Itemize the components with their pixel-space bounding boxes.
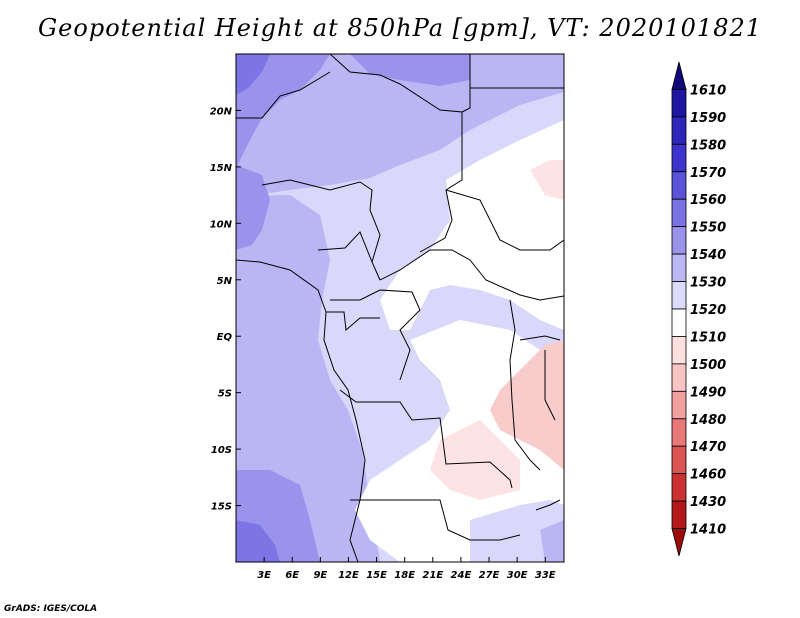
colorbar-label: 1430 — [690, 495, 726, 510]
map-frame — [235, 53, 565, 563]
colorbar-segment — [671, 89, 687, 118]
colorbar-label: 1540 — [690, 248, 726, 263]
colorbar-top-arrow — [671, 61, 687, 90]
colorbar-label: 1520 — [690, 303, 726, 318]
colorbar-segment — [671, 253, 687, 282]
colorbar-label: 1590 — [690, 111, 726, 126]
colorbar-label: 1530 — [690, 276, 726, 291]
longitude-axis: 3E 6E 9E 12E 15E 18E 21E 24E 27E 30E 33E — [257, 557, 556, 581]
field-north-1530 — [236, 54, 564, 196]
lat-tick-label: EQ — [217, 332, 233, 343]
border-congo — [330, 289, 421, 381]
lon-tick-label: 21E — [422, 570, 443, 581]
colorbar-label: 1460 — [690, 468, 726, 483]
colorbar-label: 1580 — [690, 138, 726, 153]
border-rift — [509, 299, 541, 471]
field-sudan-1500 — [530, 160, 564, 200]
field-sw-1550 — [236, 520, 280, 562]
lat-tick-label: 5N — [217, 276, 233, 287]
colorbar-label: 1550 — [690, 221, 726, 236]
lon-tick-label: 3E — [257, 570, 271, 581]
colorbar-segment — [671, 500, 687, 529]
border-cameroon — [317, 231, 373, 263]
lat-tick-label: 15S — [211, 502, 232, 513]
colorbar-label: 1510 — [690, 330, 726, 345]
colorbar-label: 1490 — [690, 385, 726, 400]
colorbar-label: 1480 — [690, 413, 726, 428]
colorbar: 1610 1590 1580 1570 1560 1550 1540 1530 1520 1510… — [671, 61, 726, 557]
lat-tick-label: 5S — [218, 389, 232, 400]
colorbar-bottom-arrow — [671, 528, 687, 557]
colorbar-segment — [671, 418, 687, 447]
colorbar-segment — [671, 390, 687, 420]
border-tanzania — [544, 350, 556, 421]
lon-tick-label: 12E — [338, 570, 359, 581]
border-namibia-zambia — [350, 499, 521, 541]
lon-tick-label: 15E — [366, 570, 387, 581]
field-guinea-1540 — [236, 165, 270, 250]
lon-tick-label: 18E — [394, 570, 415, 581]
colorbar-segment — [671, 445, 687, 475]
lon-tick-label: 6E — [285, 570, 299, 581]
coast-southwest — [323, 311, 366, 562]
lon-tick-label: 24E — [451, 570, 472, 581]
colorbar-label: 1470 — [690, 440, 726, 455]
field-zambia-1500 — [430, 420, 520, 500]
field-east-1510 — [380, 120, 564, 330]
border-mozambique — [535, 499, 561, 511]
lon-tick-label: 33E — [535, 570, 556, 581]
latitude-axis: 20N 15N 10N 5N EQ 5S 10S 15S — [210, 106, 241, 513]
colorbar-segment — [671, 473, 687, 502]
colorbar-segment — [671, 336, 687, 365]
border-drc-angola — [339, 389, 513, 489]
colorbar-label: 1570 — [690, 166, 726, 181]
border-mali — [236, 71, 331, 119]
border-nigeria — [261, 179, 381, 281]
lat-tick-label: 10S — [211, 445, 232, 456]
colorbar-label: 1410 — [690, 523, 726, 538]
colorbar-segment — [671, 171, 687, 200]
field-nw-1540 — [236, 54, 330, 170]
border-car — [379, 249, 564, 301]
border-libya — [461, 54, 471, 113]
country-borders — [236, 54, 564, 562]
height-field — [236, 54, 564, 562]
colorbar-label: 1610 — [690, 83, 726, 98]
colorbar-label: 1560 — [690, 193, 726, 208]
map-title: Geopotential Height at 850hPa [gpm], VT:… — [38, 14, 762, 42]
colorbar-label: 1500 — [690, 358, 726, 373]
lon-tick-label: 30E — [507, 570, 528, 581]
border-uganda — [519, 335, 561, 341]
colorbar-segment — [671, 116, 687, 145]
colorbar-segment — [671, 363, 687, 392]
lon-tick-label: 27E — [479, 570, 500, 581]
lat-tick-label: 15N — [210, 163, 233, 174]
field-nw-1550 — [236, 54, 270, 95]
footer-credit: GrADS: IGES/COLA — [4, 604, 98, 614]
colorbar-segment — [671, 308, 687, 337]
lon-tick-label: 9E — [313, 570, 327, 581]
colorbar-segment — [671, 226, 687, 255]
colorbar-segment — [671, 281, 687, 310]
border-sudan-south — [445, 189, 564, 251]
colorbar-segment — [671, 143, 687, 173]
lat-tick-label: 10N — [210, 219, 233, 230]
colorbar-segment — [671, 198, 687, 228]
coast-west-africa — [236, 259, 327, 313]
border-gabon — [326, 311, 380, 331]
field-west-1530 — [236, 195, 380, 562]
field-n-1540 — [350, 54, 470, 86]
field-se-1530 — [540, 520, 564, 562]
lat-tick-label: 20N — [210, 106, 233, 117]
field-se-1520 — [470, 500, 564, 562]
